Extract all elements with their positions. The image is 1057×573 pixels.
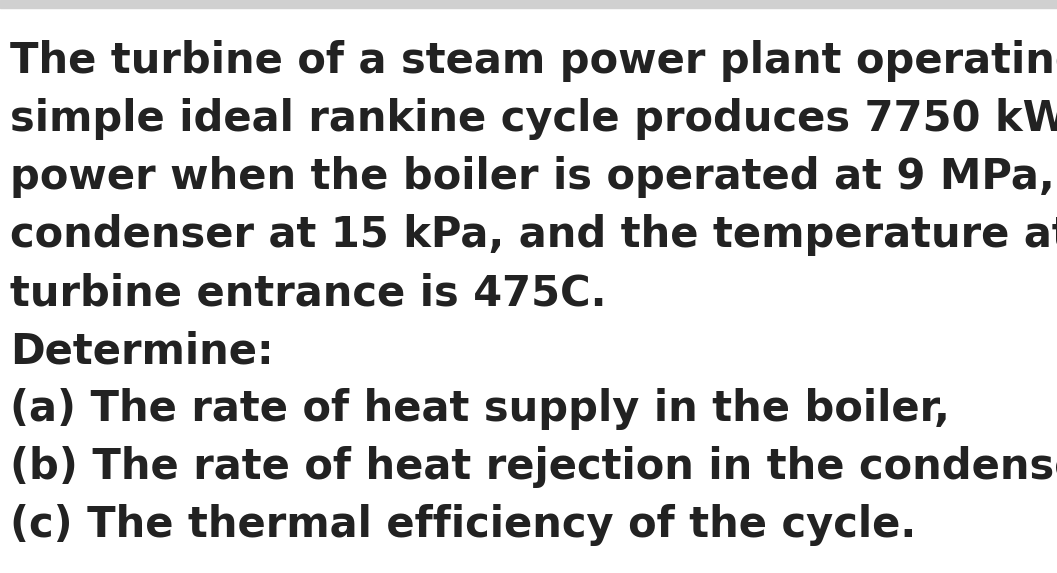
Text: Determine:: Determine:	[10, 330, 274, 372]
Text: turbine entrance is 475C.: turbine entrance is 475C.	[10, 272, 607, 314]
Text: power when the boiler is operated at 9 MPa, the: power when the boiler is operated at 9 M…	[10, 156, 1057, 198]
Text: The turbine of a steam power plant operating on a: The turbine of a steam power plant opera…	[10, 40, 1057, 82]
Text: (b) The rate of heat rejection in the condenser, and: (b) The rate of heat rejection in the co…	[10, 446, 1057, 488]
Text: (a) The rate of heat supply in the boiler,: (a) The rate of heat supply in the boile…	[10, 388, 950, 430]
Text: (c) The thermal efficiency of the cycle.: (c) The thermal efficiency of the cycle.	[10, 504, 916, 546]
Text: condenser at 15 kPa, and the temperature at the: condenser at 15 kPa, and the temperature…	[10, 214, 1057, 256]
Bar	[0, 0, 1057, 8]
Text: simple ideal rankine cycle produces 7750 kW of: simple ideal rankine cycle produces 7750…	[10, 98, 1057, 140]
